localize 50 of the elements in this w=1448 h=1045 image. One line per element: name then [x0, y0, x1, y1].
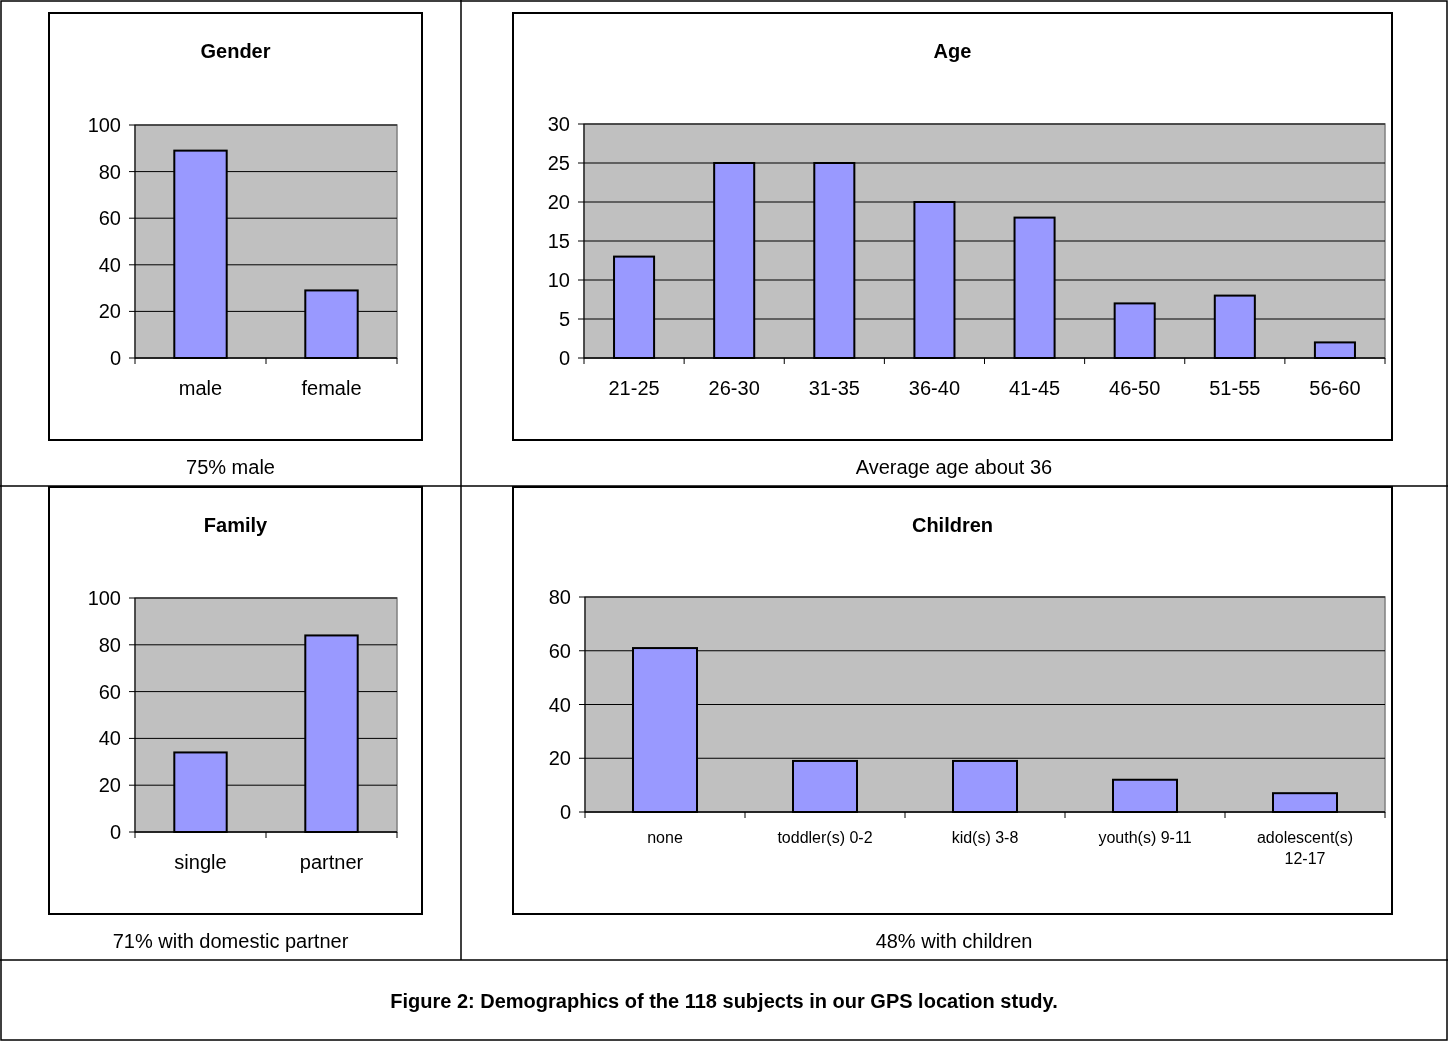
x-tick-label: adolescent(s) 12-17	[1256, 829, 1354, 867]
y-tick-label: 0	[109, 347, 121, 369]
text: 71% with domestic partner	[112, 930, 349, 952]
y-tick-label: 60	[548, 639, 571, 662]
x-tick-label: kid(s) 3-8	[951, 829, 1019, 846]
text: Average age about 36	[855, 456, 1053, 478]
text: 48% with children	[875, 930, 1033, 952]
chart-title: Children	[911, 514, 994, 536]
x-tick-label: 21-25	[608, 377, 660, 399]
x-tick-label: 46-50	[1109, 377, 1161, 399]
x-tick-label: 31-35	[808, 377, 860, 399]
y-tick-label: 40	[98, 253, 121, 276]
y-tick-label: 25	[547, 152, 570, 174]
y-tick-label: 100	[87, 114, 121, 136]
x-tick-label: partner	[299, 851, 364, 873]
x-tick-label: 26-30	[708, 377, 760, 399]
y-tick-label: 0	[109, 821, 121, 843]
x-tick-label: single	[174, 851, 227, 873]
y-tick-label: 60	[98, 680, 121, 703]
y-tick-label: 20	[548, 747, 571, 770]
y-tick-label: 5	[558, 308, 570, 330]
y-tick-label: 20	[547, 191, 570, 213]
y-tick-label: 80	[98, 160, 121, 183]
x-tick-label: toddler(s) 0-2	[777, 829, 873, 846]
chart-title: Age	[933, 40, 972, 62]
caption: Figure 2: Demographics of the 118 subjects in our GPS location study.	[390, 990, 1058, 1012]
x-tick-label: youth(s) 9-11	[1098, 829, 1192, 846]
x-tick-label: 56-60	[1309, 377, 1361, 399]
x-tick-label: female	[301, 377, 362, 399]
y-tick-label: 0	[559, 801, 571, 823]
y-tick-label: 10	[547, 269, 570, 291]
chart-title: Family	[203, 514, 269, 536]
y-tick-label: 40	[98, 727, 121, 750]
y-tick-label: 80	[98, 633, 121, 656]
chart-title: Gender	[200, 40, 271, 62]
y-tick-label: 60	[98, 207, 121, 230]
y-tick-label: 30	[547, 113, 570, 135]
x-tick-label: 36-40	[908, 377, 961, 399]
y-tick-label: 80	[548, 586, 571, 608]
y-tick-label: 0	[558, 347, 570, 369]
y-tick-label: 20	[98, 300, 121, 323]
x-tick-label: male	[178, 377, 223, 399]
y-tick-label: 20	[98, 774, 121, 797]
text: 75% male	[186, 456, 275, 478]
y-tick-label: 40	[548, 693, 571, 716]
x-tick-label: 41-45	[1008, 377, 1061, 399]
y-tick-label: 100	[87, 587, 121, 609]
x-tick-label: 51-55	[1209, 377, 1261, 399]
x-tick-label: none	[647, 829, 683, 846]
y-tick-label: 15	[547, 230, 570, 252]
